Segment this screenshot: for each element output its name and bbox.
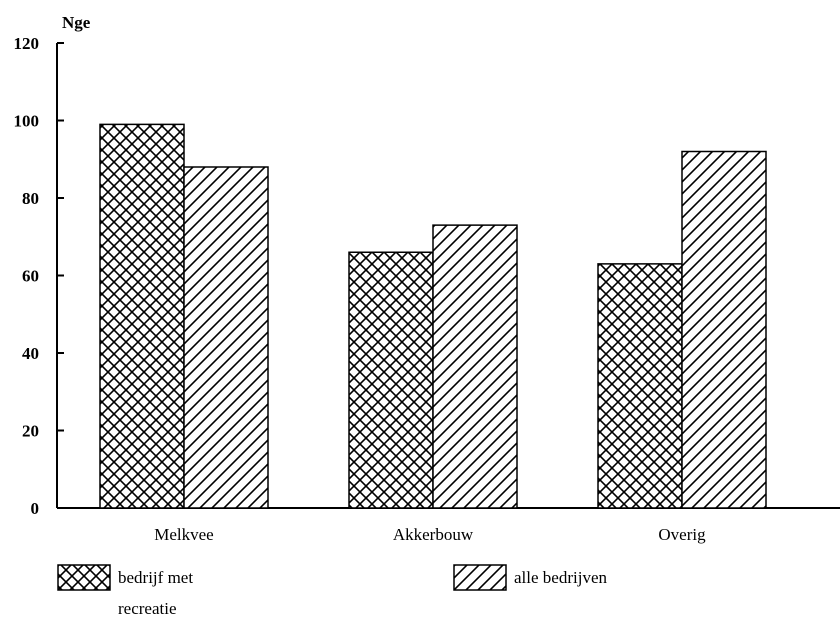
bar-diagonal <box>681 150 767 509</box>
legend-item-alle-bedrijven: alle bedrijven <box>453 564 607 591</box>
x-tick-label: Melkvee <box>154 525 213 544</box>
bar-crosshatch <box>597 263 683 509</box>
x-tick-label: Overig <box>658 525 706 544</box>
legend-label-line-1: bedrijf met <box>118 568 193 587</box>
bar-diagonal <box>183 166 269 509</box>
y-tick-label: 60 <box>22 267 39 286</box>
bar-crosshatch <box>99 123 185 509</box>
y-unit-label: Nge <box>62 13 91 32</box>
y-tick-label: 40 <box>22 344 39 363</box>
bar-diagonal <box>432 224 518 509</box>
y-tick-label: 120 <box>14 34 40 53</box>
legend: bedrijf met recreatie alle bedrijven <box>57 564 607 618</box>
y-tick-label: 80 <box>22 189 39 208</box>
legend-label-line-2: recreatie <box>118 599 177 618</box>
y-tick-label: 20 <box>22 422 39 441</box>
legend-swatch-crosshatch <box>57 564 111 591</box>
y-tick-label: 0 <box>31 499 40 518</box>
x-tick-label: Akkerbouw <box>393 525 474 544</box>
x-labels: Melkvee Akkerbouw Overig <box>154 525 706 544</box>
y-ticks: 0 20 40 60 80 100 120 <box>14 34 64 518</box>
bars <box>99 123 767 509</box>
legend-item-recreatie: bedrijf met recreatie <box>57 564 193 618</box>
legend-label-line-1: alle bedrijven <box>514 568 607 587</box>
y-tick-label: 100 <box>14 112 40 131</box>
legend-swatch-diagonal <box>453 564 507 591</box>
bar-crosshatch <box>348 251 434 509</box>
